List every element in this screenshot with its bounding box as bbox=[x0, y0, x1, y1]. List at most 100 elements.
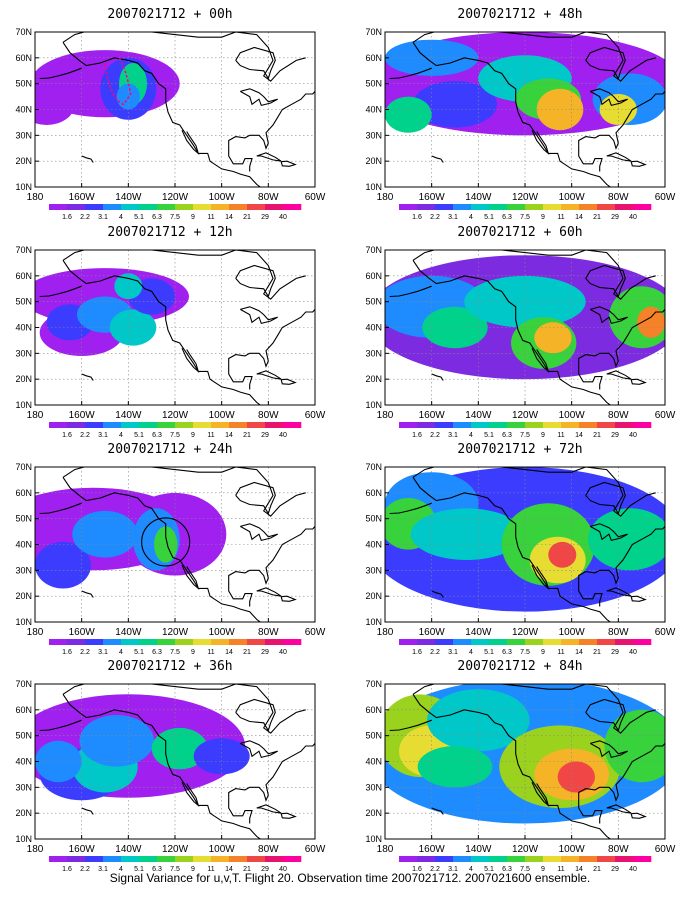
colorbar-swatch bbox=[633, 204, 652, 210]
colorbar-label: 9 bbox=[541, 214, 545, 221]
colorbar-swatch bbox=[471, 856, 490, 862]
lat-tick-label: 70N bbox=[15, 462, 32, 472]
lat-tick-label: 30N bbox=[365, 348, 382, 358]
lat-tick-label: 20N bbox=[15, 374, 32, 384]
lat-tick-label: 10N bbox=[15, 617, 32, 627]
colorbar-swatch bbox=[103, 204, 122, 210]
colorbar-swatch bbox=[247, 204, 266, 210]
lon-tick-label: 80W bbox=[608, 844, 629, 855]
colorbar-swatch bbox=[193, 856, 212, 862]
lon-tick-label: 80W bbox=[608, 410, 629, 421]
colorbar-label: 40 bbox=[629, 866, 637, 873]
lat-tick-label: 10N bbox=[365, 400, 382, 410]
colorbar-label: 4 bbox=[119, 214, 123, 221]
panel-title: 2007021712 + 72h bbox=[457, 442, 583, 457]
colorbar-label: 7.5 bbox=[170, 214, 180, 221]
lat-tick-label: 10N bbox=[15, 182, 32, 192]
lat-tick-label: 10N bbox=[365, 834, 382, 844]
colorbar-swatch bbox=[211, 204, 230, 210]
colorbar-swatch bbox=[597, 639, 616, 645]
lon-tick-label: 140W bbox=[465, 410, 492, 421]
colorbar-label: 5.1 bbox=[484, 649, 494, 656]
variance-contour bbox=[35, 740, 82, 783]
colorbar-label: 1.6 bbox=[412, 649, 422, 656]
colorbar-label: 1.6 bbox=[62, 649, 72, 656]
lon-tick-label: 180 bbox=[27, 410, 44, 421]
colorbar-label: 9 bbox=[191, 866, 195, 873]
colorbar-swatch bbox=[265, 639, 284, 645]
colorbar-swatch bbox=[49, 856, 68, 862]
variance-contour bbox=[151, 727, 208, 770]
colorbar-swatch bbox=[453, 204, 472, 210]
colorbar-label: 1.6 bbox=[412, 866, 422, 873]
colorbar-label: 29 bbox=[611, 649, 619, 656]
colorbar-swatch bbox=[121, 204, 140, 210]
colorbar-swatch bbox=[85, 639, 104, 645]
lon-tick-label: 100W bbox=[559, 192, 586, 203]
colorbar-swatch bbox=[193, 639, 212, 645]
colorbar-label: 40 bbox=[279, 866, 287, 873]
colorbar-label: 7.5 bbox=[520, 432, 530, 439]
colorbar-label: 9 bbox=[541, 432, 545, 439]
figure-caption: Signal Variance for u,v,T. Flight 20. Ob… bbox=[109, 871, 591, 885]
flight-track bbox=[104, 57, 132, 106]
colorbar-label: 4 bbox=[469, 866, 473, 873]
colorbar-label: 7.5 bbox=[520, 866, 530, 873]
lat-tick-label: 70N bbox=[15, 245, 32, 255]
colorbar-label: 2.2 bbox=[80, 432, 90, 439]
colorbar-label: 14 bbox=[225, 649, 233, 656]
lon-tick-label: 160W bbox=[419, 844, 446, 855]
lon-tick-label: 180 bbox=[377, 627, 394, 638]
colorbar-label: 40 bbox=[279, 432, 287, 439]
lat-tick-label: 10N bbox=[15, 834, 32, 844]
colorbar-swatch bbox=[507, 856, 526, 862]
colorbar-swatch bbox=[49, 422, 68, 428]
lon-tick-label: 80W bbox=[608, 627, 629, 638]
variance-contour bbox=[534, 322, 572, 354]
lon-tick-label: 160W bbox=[419, 192, 446, 203]
lat-tick-label: 70N bbox=[15, 679, 32, 689]
colorbar-label: 6.3 bbox=[502, 649, 512, 656]
variance-contour bbox=[637, 306, 665, 338]
grid-lines bbox=[35, 684, 315, 839]
colorbar-swatch bbox=[435, 204, 454, 210]
colorbar-swatch bbox=[435, 422, 454, 428]
colorbar-label: 6.3 bbox=[152, 649, 162, 656]
lat-tick-label: 60N bbox=[365, 705, 382, 715]
lon-tick-label: 100W bbox=[209, 844, 236, 855]
colorbar-label: 14 bbox=[575, 649, 583, 656]
map-panel-00h: 2007021712 + 00h 70N 60N 50N 40N 30N 20N 10N 18… bbox=[5, 5, 335, 221]
lat-tick-label: 10N bbox=[365, 182, 382, 192]
grid-lines bbox=[35, 32, 315, 187]
colorbar-label: 40 bbox=[629, 432, 637, 439]
lon-tick-label: 120W bbox=[162, 844, 189, 855]
colorbar-label: 29 bbox=[261, 866, 269, 873]
colorbar-label: 3.1 bbox=[448, 649, 458, 656]
lon-tick-label: 140W bbox=[115, 192, 142, 203]
colorbar-label: 14 bbox=[225, 866, 233, 873]
colorbar-swatch bbox=[399, 422, 418, 428]
variance-contour bbox=[548, 541, 577, 568]
colorbar-swatch bbox=[543, 422, 562, 428]
map-panel-24h: 2007021712 + 24h 70N 60N 50N 40N 30N 20N 10N 18… bbox=[5, 440, 335, 656]
variance-contour bbox=[417, 746, 493, 788]
colorbar-swatch bbox=[615, 639, 634, 645]
variance-contour bbox=[588, 508, 665, 571]
colorbar-label: 3.1 bbox=[448, 432, 458, 439]
coastlines bbox=[39, 684, 315, 839]
panel-title: 2007021712 + 36h bbox=[107, 659, 233, 674]
colorbar-swatch bbox=[157, 422, 176, 428]
lat-tick-label: 30N bbox=[15, 130, 32, 140]
lon-tick-label: 60W bbox=[655, 192, 676, 203]
colorbar-swatch bbox=[597, 204, 616, 210]
lon-tick-label: 60W bbox=[305, 410, 326, 421]
colorbar-swatch bbox=[103, 856, 122, 862]
lon-tick-label: 60W bbox=[655, 627, 676, 638]
lon-tick-label: 140W bbox=[115, 844, 142, 855]
lat-tick-label: 60N bbox=[15, 271, 32, 281]
lat-tick-label: 50N bbox=[365, 731, 382, 741]
colorbar-swatch bbox=[229, 856, 248, 862]
colorbar-swatch bbox=[49, 639, 68, 645]
